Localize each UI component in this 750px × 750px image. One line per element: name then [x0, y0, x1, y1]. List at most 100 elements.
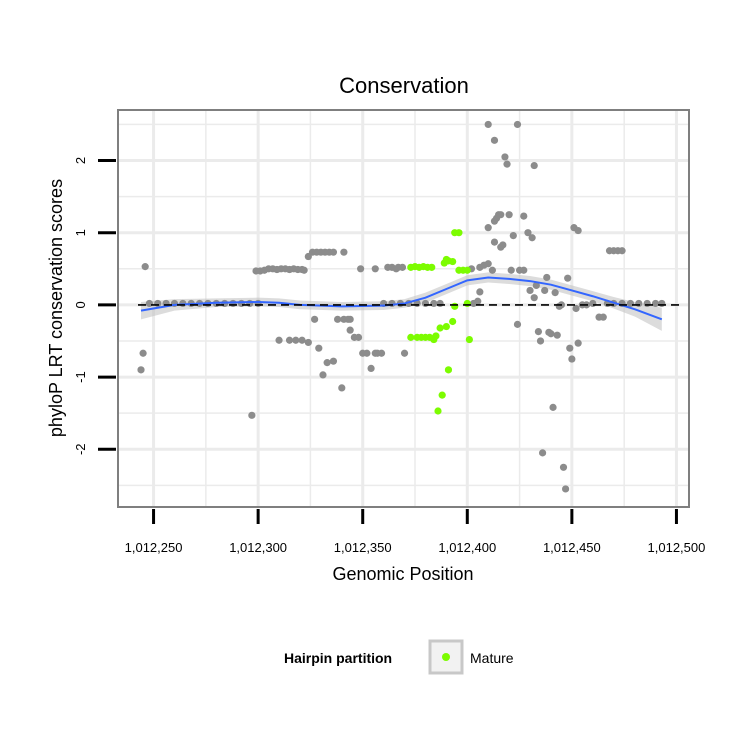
other-point: [528, 234, 536, 242]
other-point: [484, 120, 492, 129]
other-point: [484, 260, 492, 268]
smooth-line: [140, 276, 663, 321]
other-point: [589, 299, 597, 308]
smooth-line-layer: [140, 276, 663, 321]
mature-point: [442, 322, 450, 331]
other-point: [534, 327, 543, 336]
other-point: [499, 241, 507, 249]
other-point: [532, 281, 540, 290]
other-point: [354, 333, 363, 341]
other-point: [513, 320, 522, 328]
other-point: [549, 403, 557, 411]
other-point: [377, 349, 386, 357]
mature-point: [432, 332, 440, 340]
y-axis-title: phyloP LRT conservation scores: [46, 179, 66, 437]
other-point: [643, 299, 651, 308]
other-point: [536, 337, 545, 345]
other-point: [635, 299, 643, 308]
mature-point: [428, 263, 436, 271]
legend-title: Hairpin partition: [284, 650, 392, 666]
y-tick-label: 1: [73, 229, 88, 236]
other-point: [311, 315, 319, 323]
y-tick-label: 2: [73, 157, 88, 164]
x-tick-label: 1,012,300: [229, 540, 287, 555]
legend-mature-marker: [442, 653, 450, 661]
mature-point: [449, 317, 457, 326]
mature-point: [407, 333, 415, 341]
other-point: [547, 330, 555, 338]
other-point: [323, 359, 331, 367]
other-point: [476, 288, 484, 296]
other-point: [338, 384, 346, 392]
other-point: [574, 339, 582, 347]
other-point: [530, 294, 538, 302]
chart-title: Conservation: [339, 73, 469, 98]
other-point: [488, 266, 496, 274]
other-point: [421, 299, 430, 308]
other-point: [285, 336, 294, 344]
x-tick-label: 1,012,250: [125, 540, 183, 555]
other-point: [340, 248, 348, 256]
other-point: [137, 366, 145, 374]
other-point: [484, 224, 492, 232]
other-point: [553, 331, 561, 339]
other-point: [430, 299, 438, 308]
y-axis: -2 -1 0 1 2: [73, 157, 116, 455]
other-point: [626, 299, 635, 308]
other-point: [474, 297, 482, 305]
mature-point: [434, 407, 442, 415]
other-point: [154, 299, 162, 308]
other-point: [292, 336, 300, 344]
mature-point: [436, 324, 444, 332]
other-point: [357, 265, 365, 273]
other-point: [541, 286, 549, 295]
x-tick-label: 1,012,450: [543, 540, 601, 555]
other-point: [237, 299, 246, 308]
mature-point: [455, 229, 463, 237]
other-point: [363, 349, 371, 357]
plot-border: [117, 109, 690, 508]
other-point: [400, 349, 409, 357]
other-point: [490, 238, 499, 246]
other-point: [574, 226, 582, 235]
other-point: [346, 315, 354, 323]
other-point: [139, 349, 147, 357]
plot-panel: [118, 110, 689, 507]
other-point: [436, 299, 444, 308]
mature-point: [451, 302, 459, 310]
x-axis: 1,012,250 1,012,300 1,012,350 1,012,400 1,01…: [125, 509, 705, 555]
other-point: [526, 286, 534, 295]
other-point: [246, 299, 254, 308]
x-tick-label: 1,012,350: [334, 540, 392, 555]
other-point: [568, 355, 576, 363]
other-point: [275, 336, 283, 344]
other-point: [520, 266, 528, 274]
other-point: [248, 411, 256, 419]
other-point: [566, 344, 574, 352]
mature-point: [444, 366, 453, 374]
other-point: [367, 364, 375, 373]
legend: Hairpin partition Mature: [284, 639, 514, 675]
other-point: [329, 357, 338, 365]
other-point: [513, 120, 522, 129]
y-tick-label: -1: [73, 371, 88, 383]
other-point: [497, 211, 505, 219]
y-tick-label: 0: [73, 301, 88, 308]
mature-point: [438, 391, 446, 399]
other-point: [520, 212, 528, 220]
other-point: [501, 153, 509, 161]
other-point: [651, 299, 660, 308]
other-point: [509, 231, 517, 240]
mature-point: [463, 299, 471, 308]
other-point: [559, 463, 568, 471]
x-tick-label: 1,012,400: [438, 540, 496, 555]
other-point: [572, 304, 580, 313]
other-point: [319, 371, 327, 379]
other-point: [524, 229, 532, 237]
other-point: [346, 326, 354, 334]
other-point: [398, 263, 407, 271]
other-point: [507, 266, 515, 274]
x-axis-title: Genomic Position: [332, 564, 473, 584]
other-point: [298, 336, 306, 344]
other-point: [145, 299, 153, 308]
